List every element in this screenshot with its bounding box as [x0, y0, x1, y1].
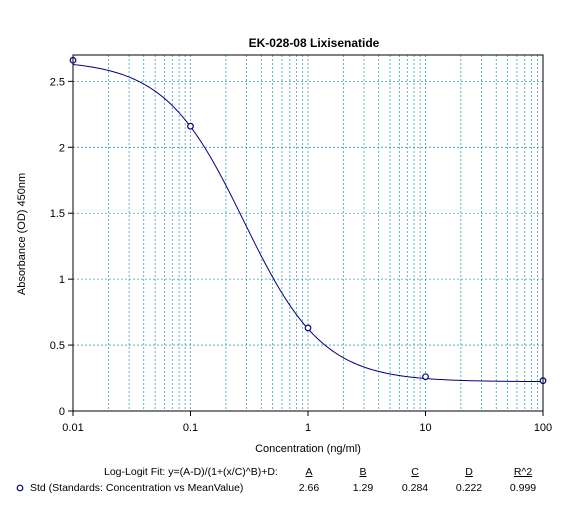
- y-tick-label: 2.5: [50, 76, 65, 88]
- x-tick-label: 0.1: [183, 422, 198, 434]
- y-tick-label: 0.5: [50, 340, 65, 352]
- x-tick-label: 10: [419, 422, 431, 434]
- x-tick-label: 100: [534, 422, 552, 434]
- grid: [73, 55, 543, 411]
- data-point: [304, 324, 312, 332]
- x-axis-label: Concentration (ng/ml): [255, 443, 361, 455]
- y-tick-label: 2: [59, 142, 65, 154]
- x-tick-label: 0.01: [62, 422, 83, 434]
- data-point: [422, 373, 429, 381]
- axis-ticks: 0.01 0.1 1 10 100 0 0.5 1 1.5 2 2.5: [50, 76, 552, 434]
- y-axis-label: Absorbance (OD) 450nm: [16, 173, 28, 295]
- y-tick-label: 0: [59, 406, 65, 418]
- y-tick-label: 1.5: [50, 208, 65, 220]
- data-point: [187, 122, 194, 130]
- x-tick-label: 1: [305, 422, 311, 434]
- chart-title: EK-028-08 Lixisenatide: [249, 36, 380, 50]
- y-tick-label: 1: [59, 274, 65, 286]
